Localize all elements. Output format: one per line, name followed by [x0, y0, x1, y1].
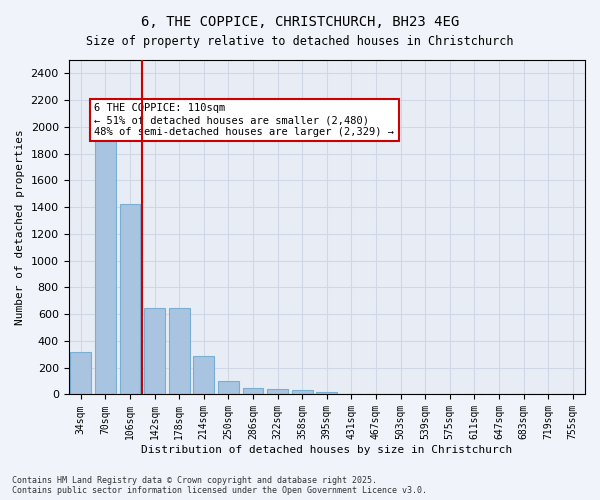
Text: 6, THE COPPICE, CHRISTCHURCH, BH23 4EG: 6, THE COPPICE, CHRISTCHURCH, BH23 4EG: [141, 15, 459, 29]
Text: Size of property relative to detached houses in Christchurch: Size of property relative to detached ho…: [86, 35, 514, 48]
Bar: [242, 388, 263, 394]
Bar: [70, 352, 91, 395]
Bar: [267, 389, 288, 394]
Bar: [169, 308, 190, 394]
Bar: [193, 356, 214, 395]
Bar: [292, 390, 313, 394]
Bar: [218, 381, 239, 394]
Bar: [119, 204, 140, 394]
Y-axis label: Number of detached properties: Number of detached properties: [15, 130, 25, 325]
Text: 6 THE COPPICE: 110sqm
← 51% of detached houses are smaller (2,480)
48% of semi-d: 6 THE COPPICE: 110sqm ← 51% of detached …: [94, 104, 394, 136]
Text: Contains HM Land Registry data © Crown copyright and database right 2025.
Contai: Contains HM Land Registry data © Crown c…: [12, 476, 427, 495]
Bar: [316, 392, 337, 394]
Bar: [95, 130, 116, 394]
X-axis label: Distribution of detached houses by size in Christchurch: Distribution of detached houses by size …: [141, 445, 512, 455]
Bar: [144, 308, 165, 394]
